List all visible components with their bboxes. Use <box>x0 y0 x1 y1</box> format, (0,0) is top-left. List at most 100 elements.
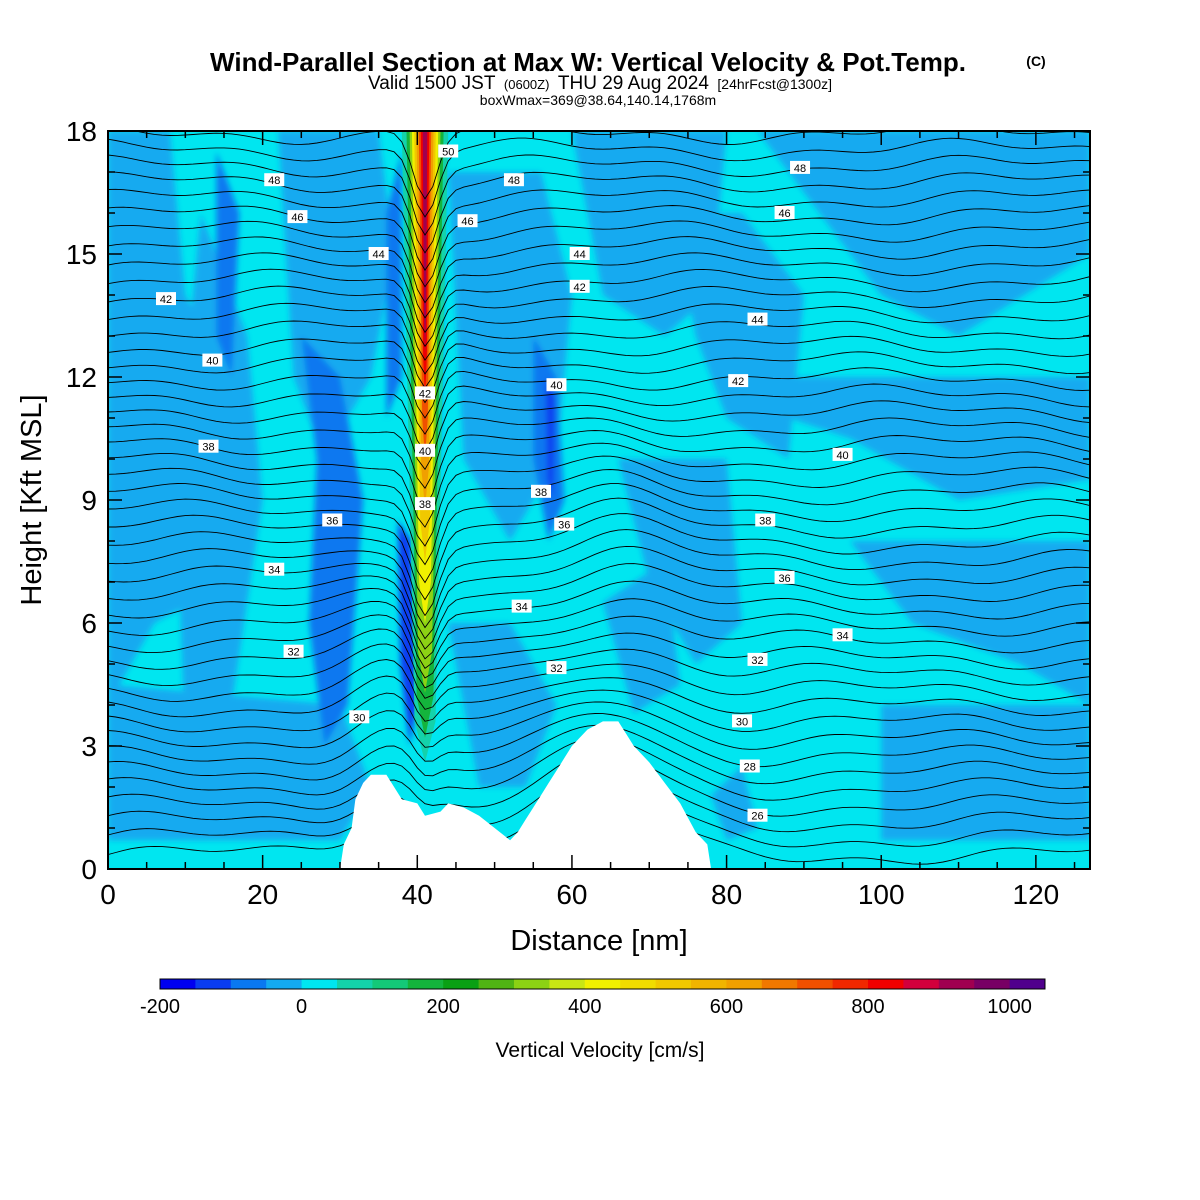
isentrope-label: 32 <box>546 661 567 675</box>
shade-region <box>108 438 232 623</box>
terrain-mask <box>340 721 712 869</box>
isentrope-label-text: 36 <box>326 516 338 528</box>
isentrope-line <box>108 205 1090 288</box>
isentrope-line <box>108 469 1090 566</box>
isentrope-label-text: 50 <box>442 147 454 159</box>
isentrope-label: 48 <box>264 173 285 187</box>
isentrope-labels: 50 48 48 48 46 46 46 44 44 44 42 42 42 42 40 40 40 40 38 38… <box>155 144 853 823</box>
isentrope-label: 42 <box>415 386 436 400</box>
isentrope-line <box>108 220 1090 304</box>
isentrope-label: 44 <box>368 247 389 261</box>
axis-ticks <box>107 130 1090 870</box>
isentrope-label-text: 44 <box>574 249 586 261</box>
isentrope-label: 40 <box>415 443 436 458</box>
shade-region <box>386 151 402 418</box>
isentrope-line <box>108 137 1090 218</box>
x-tick-label: 120 <box>1013 879 1060 910</box>
isentrope-label-text: 40 <box>206 356 218 368</box>
isentrope-line <box>108 614 1090 679</box>
isentrope-label: 44 <box>569 247 590 261</box>
copyright-mark: (C) <box>1026 53 1045 69</box>
isentrope-line <box>108 713 1090 768</box>
colorbar-tick-label: 400 <box>568 996 601 1018</box>
isentrope-line <box>108 417 1090 490</box>
isentrope-label-text: 42 <box>732 376 744 388</box>
isentrope-label-text: 42 <box>574 282 586 294</box>
colorbar-tick-label: -200 <box>140 996 180 1018</box>
x-tick-label: 80 <box>711 879 742 910</box>
isentrope-line <box>108 675 1090 722</box>
isentrope-label-text: 32 <box>751 655 763 667</box>
isentrope-label: 30 <box>349 710 370 724</box>
isentrope-label-text: 38 <box>535 487 547 499</box>
colorbar-swatch <box>761 979 798 989</box>
colorbar-swatch <box>160 979 196 989</box>
y-tick-label: 6 <box>81 608 97 639</box>
isentrope-line <box>108 430 1090 509</box>
isentrope-label-text: 38 <box>202 442 214 454</box>
isentrope-label-text: 48 <box>508 175 520 187</box>
colorbar-swatch <box>549 979 586 989</box>
colorbar-tick-label: 0 <box>296 996 307 1018</box>
isentrope-line <box>108 252 1090 334</box>
isentrope-label: 46 <box>287 210 308 224</box>
isentrope-label: 40 <box>202 353 223 368</box>
y-tick-label: 9 <box>81 485 97 516</box>
colorbar-label: Vertical Velocity [cm/s] <box>496 1039 705 1062</box>
isentrope-label-text: 44 <box>373 249 385 261</box>
box-info: boxWmax=369@38.64,140.14,1768m <box>480 92 716 108</box>
isentrope-label: 38 <box>198 439 219 454</box>
colorbar <box>159 978 1046 990</box>
isentrope-line <box>108 367 1090 435</box>
colorbar-swatch <box>478 979 515 989</box>
valid-date: THU 29 Aug 2024 <box>558 73 709 94</box>
colorbar-swatch <box>195 979 232 989</box>
isentrope-label-text: 26 <box>751 811 763 823</box>
isentrope-line <box>108 497 1090 601</box>
isentrope-label: 42 <box>728 374 749 388</box>
isentrope-label: 50 <box>438 144 459 159</box>
shade-region <box>881 705 1090 841</box>
shade-region <box>108 684 371 841</box>
valid-prefix: Valid 1500 JST <box>368 73 496 94</box>
potential-temperature-contours <box>108 131 1090 865</box>
isentrope-line <box>108 400 1090 471</box>
y-tick-label: 0 <box>81 854 97 885</box>
chart-title: Wind-Parallel Section at Max W: Vertical… <box>210 47 966 77</box>
shade-region <box>711 766 758 841</box>
isentrope-label: 36 <box>774 570 795 585</box>
y-tick-label: 3 <box>81 731 97 762</box>
isentrope-label: 40 <box>546 378 567 392</box>
isentrope-label: 46 <box>457 214 478 228</box>
y-axis-label: Height [Kft MSL] <box>16 394 48 605</box>
isentrope-line <box>108 268 1090 348</box>
isentrope-label-text: 46 <box>291 212 303 224</box>
isentrope-line <box>108 285 1090 361</box>
isentrope-label: 32 <box>283 644 304 659</box>
x-tick-label: 60 <box>556 879 587 910</box>
isentrope-label-text: 40 <box>550 380 562 392</box>
isentrope-line <box>108 442 1090 528</box>
isentrope-line <box>108 643 1090 699</box>
isentrope-line <box>134 131 1090 200</box>
isentrope-label: 42 <box>155 292 176 306</box>
colorbar-swatch <box>372 979 409 989</box>
valid-time-line: Valid 1500 JST (0600Z) THU 29 Aug 2024 [… <box>368 73 832 94</box>
isentrope-label-text: 48 <box>794 163 806 175</box>
forecast-info: [24hrFcst@1300z] <box>717 76 832 92</box>
isentrope-label: 48 <box>790 160 811 175</box>
colorbar-swatch <box>797 979 833 989</box>
x-tick-label: 100 <box>858 879 905 910</box>
isentrope-line <box>108 483 1090 584</box>
shade-region <box>672 213 804 459</box>
isentrope-label-text: 32 <box>287 647 299 659</box>
isentrope-line <box>108 701 1090 750</box>
isentrope-label-text: 34 <box>268 565 280 577</box>
isentrope-line <box>108 580 1090 660</box>
colorbar-tick-label: 200 <box>427 996 460 1018</box>
isentrope-label-text: 46 <box>461 216 473 228</box>
isentrope-label-text: 48 <box>268 175 280 187</box>
isentrope-line <box>108 351 1090 419</box>
colorbar-swatch <box>584 979 621 989</box>
